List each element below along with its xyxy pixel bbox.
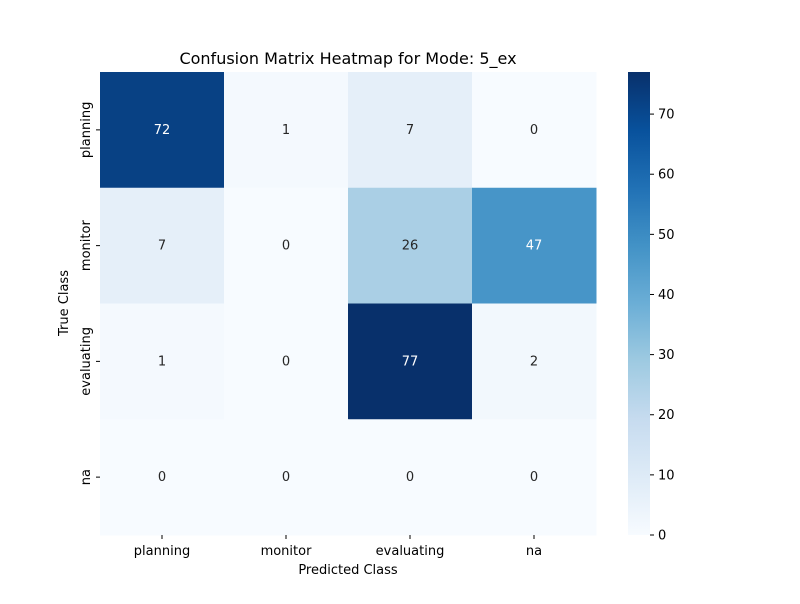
heatmap-cell (224, 419, 349, 536)
chart-title: Confusion Matrix Heatmap for Mode: 5_ex (179, 49, 516, 69)
x-tick-label: evaluating (376, 544, 445, 559)
heatmap-cell (472, 419, 597, 536)
colorbar-tick-label: 20 (658, 408, 675, 423)
y-tick-label: evaluating (79, 327, 94, 396)
heatmap-cell (224, 303, 349, 420)
heatmap-cell (100, 187, 225, 304)
cell-value-label: 0 (158, 470, 166, 485)
cell-value-label: 0 (530, 470, 538, 485)
heatmap-cell (472, 72, 597, 189)
heatmap-cell (100, 303, 225, 420)
x-tick-label: monitor (261, 544, 313, 559)
cell-value-label: 26 (402, 239, 419, 254)
heatmap-cell-labels: 72 1 7 0 7 0 26 47 1 0 77 2 0 0 0 0 (154, 123, 543, 485)
y-tick-label: monitor (79, 220, 94, 272)
heatmap-cells (100, 72, 597, 536)
x-axis: planning monitor evaluating na (134, 535, 542, 559)
heatmap-cell (224, 187, 349, 304)
cell-value-label: 7 (406, 123, 414, 138)
heatmap-cell (472, 187, 597, 304)
colorbar-tick-label: 70 (658, 108, 675, 123)
x-tick-label: na (526, 544, 542, 559)
cell-value-label: 1 (282, 123, 290, 138)
colorbar-ticks: 0 10 20 30 40 50 60 70 (650, 108, 675, 544)
y-axis: planning monitor evaluating na (79, 102, 100, 485)
cell-value-label: 0 (282, 470, 290, 485)
x-axis-label: Predicted Class (298, 563, 398, 578)
heatmap-cell (348, 419, 473, 536)
colorbar-tick-label: 30 (658, 348, 675, 363)
colorbar-tick-label: 10 (658, 468, 675, 483)
cell-value-label: 0 (282, 354, 290, 369)
cell-value-label: 7 (158, 239, 166, 254)
cell-value-label: 77 (402, 354, 419, 369)
cell-value-label: 1 (158, 354, 166, 369)
colorbar-tick-label: 0 (658, 529, 666, 544)
y-tick-label: na (79, 469, 94, 485)
cell-value-label: 0 (406, 470, 414, 485)
colorbar-tick-label: 50 (658, 228, 675, 243)
heatmap-cell (348, 187, 473, 304)
heatmap-cell (100, 72, 225, 189)
heatmap-cell (348, 303, 473, 420)
colorbar-tick-label: 40 (658, 288, 675, 303)
cell-value-label: 72 (154, 123, 171, 138)
cell-value-label: 47 (526, 239, 543, 254)
cell-value-label: 0 (530, 123, 538, 138)
cell-value-label: 0 (282, 239, 290, 254)
y-tick-label: planning (79, 102, 94, 158)
heatmap-cell (472, 303, 597, 420)
colorbar (628, 72, 650, 535)
colorbar-tick-label: 60 (658, 168, 675, 183)
cell-value-label: 2 (530, 354, 538, 369)
heatmap-cell (348, 72, 473, 189)
x-tick-label: planning (134, 544, 190, 559)
y-axis-label: True Class (57, 270, 72, 337)
heatmap-cell (224, 72, 349, 189)
heatmap-cell (100, 419, 225, 536)
